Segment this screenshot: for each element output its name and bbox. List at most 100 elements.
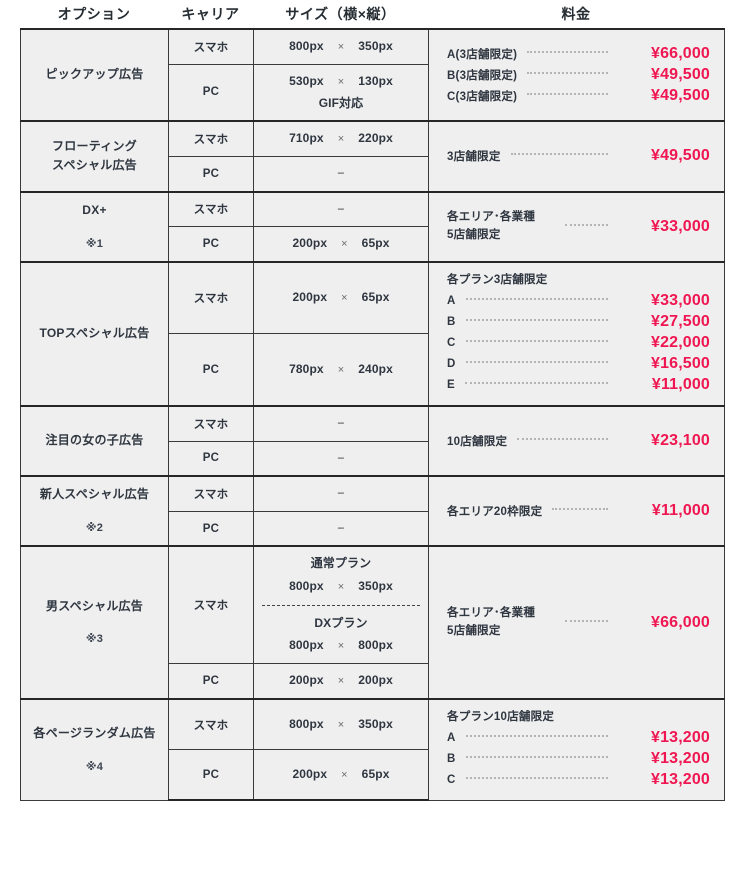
size-height: 800px <box>358 638 393 653</box>
table-row: PC 200px × 65px <box>21 749 725 802</box>
price-label: E <box>447 378 455 391</box>
size-dimensions: 800px × 350px <box>258 714 424 736</box>
carrier-cell: PC <box>168 155 254 193</box>
carrier-label: スマホ <box>193 488 229 501</box>
carrier-label: PC <box>202 363 220 376</box>
option-cell: 新人スペシャル広告 ※2 <box>20 475 169 547</box>
size-multiply-symbol: × <box>337 675 345 688</box>
carrier-label: スマホ <box>193 204 229 217</box>
price-label: B <box>447 752 456 765</box>
price-row: 各エリア･各業種 5店舗限定 ¥66,000 <box>447 605 710 641</box>
size-dimensions: 200px × 65px <box>258 233 424 255</box>
price-row: D ¥16,500 <box>447 355 710 373</box>
price-row: C(3店舗限定) ¥49,500 <box>447 87 710 105</box>
size-plans: 通常プラン 800px × 350px DXプラン 800px × 800px <box>254 547 428 663</box>
size-dimensions: 800px × 350px <box>258 36 424 58</box>
price-cell: 3店舗限定 ¥49,500 <box>428 120 725 193</box>
price-list: A ¥13,200 B ¥13,200 C ¥13,200 <box>447 729 710 789</box>
price-label: 各エリア･各業種 5店舗限定 <box>447 606 536 637</box>
size-cell: 200px × 65px <box>253 260 429 335</box>
size-width: 780px <box>289 361 324 376</box>
price-block: 各エリア･各業種 5店舗限定 ¥33,000 <box>429 198 724 256</box>
size-width: 710px <box>289 131 324 146</box>
size-cell: 200px × 65px <box>253 749 429 802</box>
table-row: PC 780px × 240px <box>21 333 725 407</box>
price-amount: ¥13,200 <box>651 749 710 767</box>
price-heading: 各プラン10店舗限定 <box>447 710 555 723</box>
size-cell: 200px × 65px <box>253 226 429 263</box>
size-multiply-symbol: × <box>341 768 348 781</box>
size-multiply-symbol: × <box>337 75 345 88</box>
size-dimensions: 800px × 350px <box>258 576 424 598</box>
column-header-option: オプション <box>57 6 131 22</box>
size-multiply-symbol: × <box>337 640 345 653</box>
price-row: 各エリア20枠限定 ¥11,000 <box>447 502 710 520</box>
price-list: 3店舗限定 ¥49,500 <box>447 147 710 165</box>
table-header-row: オプション キャリア サイズ（横×縦） 料金 <box>20 0 724 28</box>
price-block: 3店舗限定 ¥49,500 <box>429 136 724 176</box>
carrier-cell: PC <box>168 333 254 407</box>
size-value: 800px × 350px <box>254 708 428 742</box>
carrier-cell: スマホ <box>168 475 254 512</box>
price-amount: ¥49,500 <box>651 66 710 84</box>
dotted-leader <box>465 755 608 758</box>
dotted-leader <box>465 297 608 300</box>
carrier-label: スマホ <box>193 41 229 54</box>
size-height: 350px <box>358 716 393 731</box>
pricing-table-body: ピックアップ広告 スマホ 800px × 350px A(3店舗限定) ¥66,000 B(3… <box>20 27 725 802</box>
option-name: 注目の女の子広告 <box>45 433 144 448</box>
size-cell: 200px × 200px <box>253 663 429 700</box>
size-cell: 800px × 350px <box>253 27 429 65</box>
price-cell: 各プラン3店舗限定 A ¥33,000 B ¥27,500 C ¥22,000 D ¥16,50… <box>428 260 725 407</box>
table-row: ピックアップ広告 スマホ 800px × 350px A(3店舗限定) ¥66,000 B(3… <box>20 27 725 122</box>
option-footnote: ※4 <box>85 760 104 773</box>
plan-name: 通常プラン <box>310 556 372 571</box>
option-name: DX+ ※1 <box>21 197 168 257</box>
carrier-label: スマホ <box>193 719 229 732</box>
size-multiply-symbol: × <box>341 292 348 305</box>
dotted-leader <box>517 438 608 441</box>
table-row: DX+ ※1 スマホ − 各エリア･各業種 5店舗限定 ¥33,000 <box>20 190 725 263</box>
carrier-label: PC <box>202 768 220 781</box>
size-width: 530px <box>289 73 324 88</box>
price-row: C ¥22,000 <box>447 334 710 352</box>
price-label: 10店舗限定 <box>447 436 508 449</box>
carrier-label: スマホ <box>193 293 229 306</box>
price-amount: ¥49,500 <box>651 147 710 165</box>
option-name: 男スペシャル広告 ※3 <box>21 593 168 653</box>
option-cell: フローティング スペシャル広告 <box>20 120 169 193</box>
table-row: PC 530px × 130px GIF対応 <box>21 63 725 122</box>
table-row: 男スペシャル広告 ※3 スマホ 通常プラン 800px × 350px DXプラン 800px ×… <box>20 545 725 700</box>
price-label: 3店舗限定 <box>447 151 501 164</box>
dotted-leader <box>552 508 608 511</box>
table-row: 注目の女の子広告 スマホ − 10店舗限定 ¥23,100 <box>20 404 725 477</box>
price-cell: 各エリア･各業種 5店舗限定 ¥33,000 <box>428 190 725 263</box>
table-row: PC 200px × 200px <box>21 663 725 700</box>
size-dimensions: 710px × 220px <box>258 128 424 150</box>
size-height: 200px <box>358 673 393 688</box>
size-multiply-symbol: × <box>337 363 345 376</box>
column-header-size: サイズ（横×縦） <box>285 6 396 22</box>
price-row: A ¥13,200 <box>447 729 710 747</box>
price-amount: ¥66,000 <box>651 613 710 631</box>
size-cell: − <box>253 190 429 228</box>
carrier-cell: スマホ <box>168 404 254 442</box>
table-row: TOPスペシャル広告 スマホ 200px × 65px 各プラン3店舗限定 A ¥33,000… <box>20 260 725 407</box>
size-multiply-symbol: × <box>337 133 345 146</box>
option-name: 新人スペシャル広告 ※2 <box>21 481 168 541</box>
price-label: D <box>447 357 456 370</box>
price-row: B ¥27,500 <box>447 313 710 331</box>
price-amount: ¥33,000 <box>651 291 710 309</box>
size-dimensions: 200px × 65px <box>258 764 424 786</box>
size-width: 200px <box>292 236 328 251</box>
column-header-price: 料金 <box>561 6 591 22</box>
column-header-carrier: キャリア <box>181 6 240 22</box>
dotted-leader <box>527 51 608 54</box>
size-multiply-symbol: × <box>341 238 348 251</box>
size-value: 800px × 350px <box>254 30 428 64</box>
carrier-cell: PC <box>168 63 254 122</box>
carrier-cell: スマホ <box>168 260 254 335</box>
size-value: 200px × 200px <box>254 664 428 698</box>
price-row: A(3店舗限定) ¥66,000 <box>447 45 710 63</box>
table-row: PC − <box>21 510 725 547</box>
